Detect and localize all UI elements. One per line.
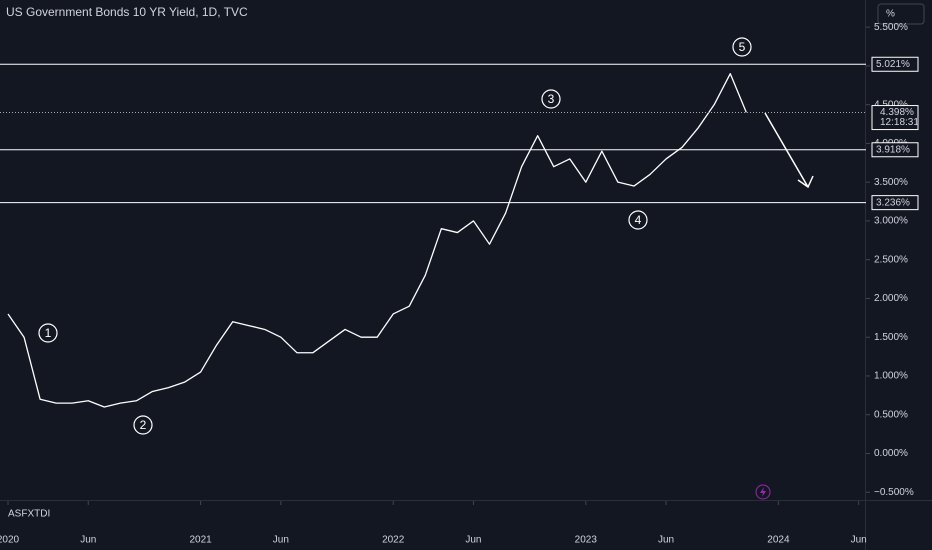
chart-title: US Government Bonds 10 YR Yield, 1D, TVC: [6, 5, 248, 19]
x-tick-label: Jun: [851, 535, 867, 546]
y-tick-label: 0.000%: [874, 448, 908, 459]
y-tick-label: −0.500%: [874, 487, 914, 498]
lightning-icon[interactable]: [755, 484, 771, 500]
y-tick-label: 1.500%: [874, 332, 908, 343]
level-label-box: [871, 195, 919, 211]
x-tick-label: Jun: [273, 535, 289, 546]
wave-circle: [133, 415, 153, 435]
y-tick-label: 2.000%: [874, 293, 908, 304]
y-tick-label: 3.500%: [874, 177, 908, 188]
y-tick-label: 3.000%: [874, 216, 908, 227]
wave-label: 4: [635, 213, 642, 227]
price-line: [7, 72, 747, 408]
wave-circle: [732, 37, 752, 57]
x-tick-label: 2023: [575, 535, 598, 546]
y-tick-label: 1.000%: [874, 371, 908, 382]
level-label: 3.236%: [876, 197, 910, 208]
wave-circle: [38, 323, 58, 343]
wave-label: 5: [739, 40, 746, 54]
level-label-box: [871, 142, 919, 158]
wave-label: 3: [548, 92, 555, 106]
x-tick-label: 2021: [189, 535, 212, 546]
last-price-label: 4.398%: [880, 107, 914, 118]
y-tick-label: 0.500%: [874, 409, 908, 420]
y-tick-label: 2.500%: [874, 254, 908, 265]
plot: [7, 72, 747, 408]
x-tick-label: Jun: [465, 535, 481, 546]
lightning-glyph: [760, 487, 766, 497]
x-tick-label: Jun: [80, 535, 96, 546]
x-tick-label: Jun: [658, 535, 674, 546]
wave-label: 2: [140, 418, 147, 432]
last-price-box: [871, 105, 919, 131]
wave-label: 1: [45, 326, 52, 340]
wave-circle: [628, 210, 648, 230]
countdown: 12:18:31: [880, 117, 919, 128]
level-label-box: [871, 56, 919, 72]
unit-button[interactable]: [877, 3, 925, 25]
x-tick-label: 2022: [382, 535, 405, 546]
unit-label[interactable]: %: [886, 9, 895, 20]
y-tick-label: 5.500%: [874, 22, 908, 33]
watermark: ASFXTDI: [8, 509, 50, 520]
level-label: 5.021%: [876, 59, 910, 70]
wave-circle: [541, 89, 561, 109]
x-tick-label: 2020: [0, 535, 20, 546]
level-label: 3.918%: [876, 144, 910, 155]
x-tick-label: 2024: [767, 535, 790, 546]
y-tick-label: 4.500%: [874, 99, 908, 110]
